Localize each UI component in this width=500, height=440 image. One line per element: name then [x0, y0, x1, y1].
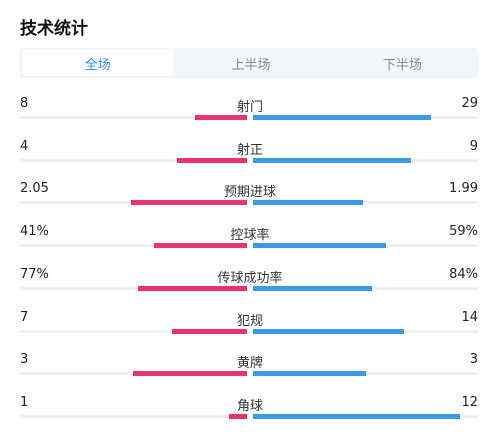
home-value: 3	[20, 352, 29, 367]
away-bar	[253, 329, 404, 334]
home-bar	[229, 414, 247, 419]
stat-row: 41% 控球率 59%	[0, 224, 500, 264]
home-bar-track	[20, 159, 247, 162]
home-bar	[177, 158, 247, 163]
away-bar-track	[253, 201, 478, 204]
tab-first-half[interactable]: 上半场	[231, 57, 271, 73]
away-bar	[253, 371, 366, 376]
home-value: 7	[20, 310, 29, 325]
home-value: 77%	[20, 267, 49, 282]
stat-label: 预期进球	[223, 185, 276, 200]
period-tabs: 全场 上半场 下半场	[20, 48, 478, 78]
away-value: 84%	[449, 267, 478, 282]
away-bar	[253, 243, 386, 248]
away-bar	[253, 414, 460, 419]
away-value: 9	[469, 139, 478, 154]
away-value: 12	[461, 395, 478, 410]
home-value: 1	[20, 395, 29, 410]
stat-row: 77% 传球成功率 84%	[0, 267, 500, 307]
home-value: 8	[20, 96, 29, 111]
stat-row: 4 射正 9	[0, 139, 500, 179]
away-bar	[253, 158, 411, 163]
page-title: 技术统计	[20, 19, 88, 39]
home-bar	[133, 371, 247, 376]
home-bar-track	[20, 116, 247, 119]
home-bar-track	[20, 244, 247, 247]
home-bar	[172, 329, 247, 334]
stat-row: 3 黄牌 3	[0, 352, 500, 392]
home-bar-track	[20, 415, 247, 418]
home-bar	[195, 115, 247, 120]
home-bar	[154, 243, 247, 248]
home-bar-track	[20, 287, 247, 290]
stat-label: 射正	[236, 143, 263, 158]
stat-row: 2.05 预期进球 1.99	[0, 181, 500, 221]
away-value: 3	[469, 352, 478, 367]
stat-label: 黄牌	[236, 356, 263, 371]
away-value: 1.99	[449, 181, 478, 196]
home-value: 41%	[20, 224, 49, 239]
away-bar	[253, 200, 363, 205]
stat-row: 7 犯规 14	[0, 310, 500, 350]
stat-label: 控球率	[230, 228, 270, 243]
away-value: 59%	[449, 224, 478, 239]
stat-row: 1 角球 12	[0, 395, 500, 435]
away-bar	[253, 115, 431, 120]
home-bar-track	[20, 330, 247, 333]
tab-full-match[interactable]: 全场	[22, 50, 174, 76]
stat-label: 传球成功率	[217, 271, 283, 286]
stat-label: 射门	[236, 100, 263, 115]
home-bar	[131, 200, 247, 205]
away-value: 14	[461, 310, 478, 325]
away-value: 29	[461, 96, 478, 111]
home-bar	[138, 286, 247, 291]
home-value: 2.05	[20, 181, 49, 196]
stat-label: 犯规	[236, 314, 263, 329]
away-bar	[253, 286, 372, 291]
home-value: 4	[20, 139, 29, 154]
tab-second-half[interactable]: 下半场	[382, 57, 422, 73]
stat-label: 角球	[236, 399, 263, 414]
stat-row: 8 射门 29	[0, 96, 500, 136]
